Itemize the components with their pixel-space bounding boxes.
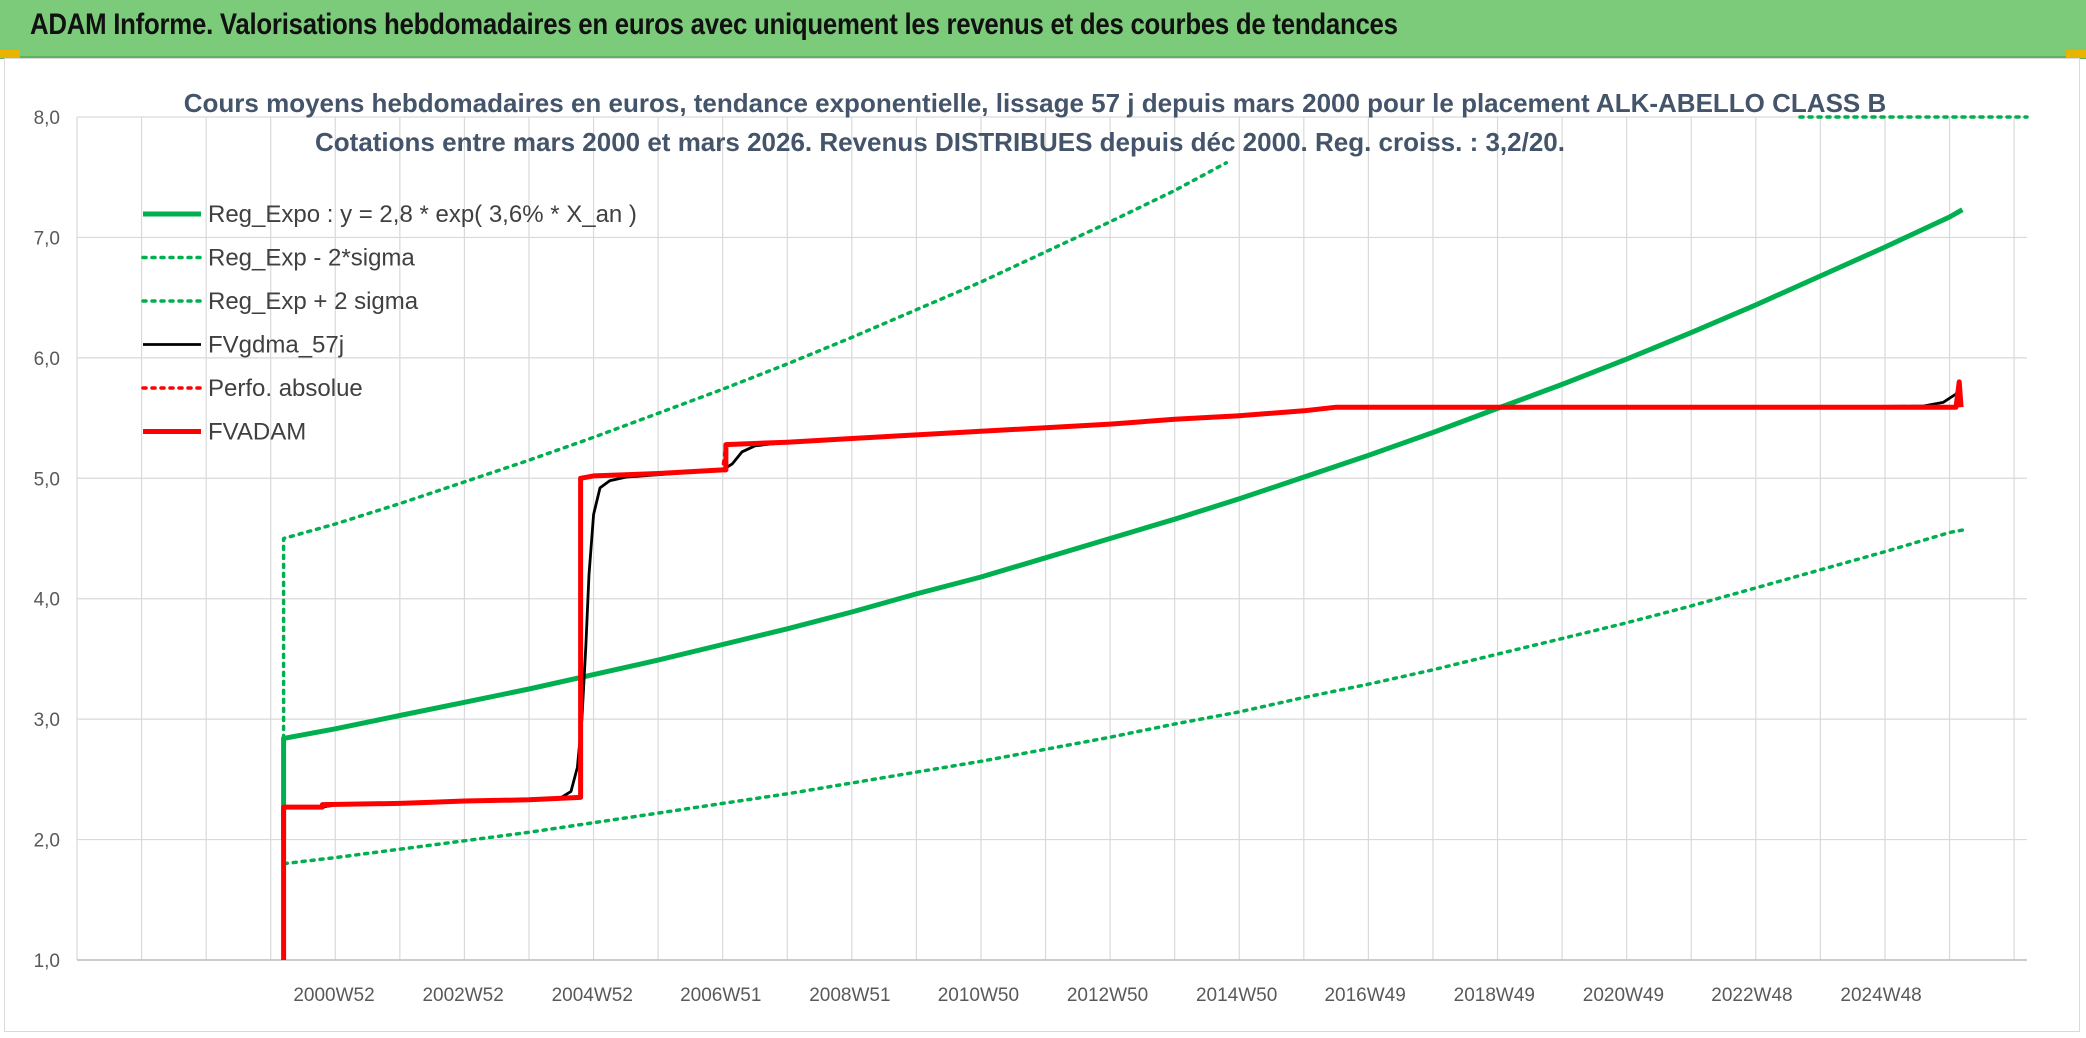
series-line-5 [281,379,1964,960]
x-tick-label: 2006W51 [680,985,761,1006]
x-tick-label: 2020W49 [1583,985,1664,1006]
legend-label: Perfo. absolue [208,375,363,402]
legend-label: FVgdma_57j [208,332,344,359]
chart-frame [4,58,2080,1032]
legend-label: FVADAM [208,419,306,446]
y-tick-label: 2,0 [34,831,60,852]
y-tick-label: 5,0 [34,469,60,490]
x-tick-label: 2008W51 [809,985,890,1006]
y-tick-label: 3,0 [34,710,60,731]
y-tick-label: 6,0 [34,349,60,370]
x-tick-label: 2012W50 [1067,985,1148,1006]
x-tick-label: 2010W50 [938,985,1019,1006]
y-tick-label: 4,0 [34,590,60,611]
y-tick-label: 7,0 [34,228,60,249]
series-line-0 [281,207,1964,840]
x-tick-label: 2022W48 [1711,985,1792,1006]
y-axis-ticks: 1,0 2,0 3,0 4,0 5,0 6,0 7,0 8,0 [34,108,60,972]
x-axis-ticks: 2000W52 2002W52 2004W52 2006W51 2008W51 2010W… [293,985,1921,1006]
chart-title: Cours moyens hebdomadaires en euros, ten… [184,88,1887,118]
y-tick-label: 1,0 [34,951,60,972]
legend-label: Reg_Exp - 2*sigma [208,245,415,272]
legend-label: Reg_Expo : y = 2,8 * exp( 3,6% * X_an ) [208,201,637,228]
chart-series [281,115,2029,960]
x-tick-label: 2024W48 [1840,985,1921,1006]
x-tick-label: 2004W52 [552,985,633,1006]
chart-legend: Reg_Expo : y = 2,8 * exp( 3,6% * X_an ) R… [141,201,637,446]
x-tick-label: 2014W50 [1196,985,1277,1006]
x-tick-label: 2002W52 [422,985,503,1006]
chart-grid [76,116,2027,961]
chart-subtitle: Cotations entre mars 2000 et mars 2026. … [315,127,1565,157]
x-tick-label: 2018W49 [1454,985,1535,1006]
series-line-1 [281,528,1965,866]
corner-marker-right [2066,50,2086,58]
report-title: ADAM Informe. Valorisations hebdomadaire… [30,8,1398,41]
header-bar: ADAM Informe. Valorisations hebdomadaire… [0,0,2086,59]
x-tick-label: 2016W49 [1324,985,1405,1006]
y-tick-label: 8,0 [34,108,60,129]
x-tick-label: 2000W52 [293,985,374,1006]
legend-label: Reg_Exp + 2 sigma [208,288,419,315]
series-line-2 [281,161,1229,741]
corner-marker-left [0,50,20,58]
series-line-4 [281,380,1961,809]
